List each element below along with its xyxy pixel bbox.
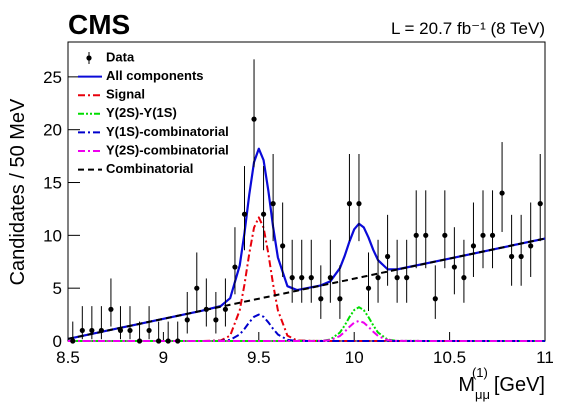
data-point: [165, 338, 171, 344]
x-tick-label: 11: [536, 348, 554, 367]
data-point: [356, 201, 362, 207]
data-point: [308, 275, 314, 281]
y-tick-label: 15: [43, 174, 62, 193]
curve: [68, 313, 545, 342]
data-point: [480, 232, 486, 238]
data-point: [499, 190, 505, 196]
data-point: [175, 338, 181, 344]
data-point: [184, 317, 190, 323]
y-tick-label: 25: [43, 68, 62, 87]
x-tick-label: 9.5: [247, 348, 271, 367]
x-label-unit: [GeV]: [494, 374, 545, 396]
data-point: [299, 275, 305, 281]
data-point: [470, 243, 477, 249]
data-point: [232, 264, 238, 270]
data-point: [241, 211, 248, 217]
legend-label: Data: [106, 49, 135, 64]
legend-label: All components: [106, 68, 204, 83]
data-point: [365, 285, 372, 291]
chart-subtitle: L = 20.7 fb⁻¹ (8 TeV): [391, 19, 545, 38]
legend-marker: [86, 55, 92, 61]
data-point: [70, 338, 76, 344]
data-point: [98, 327, 104, 334]
data-point: [146, 327, 152, 334]
data-point: [442, 232, 448, 238]
y-tick-label: 10: [43, 226, 62, 245]
data-point: [251, 116, 257, 122]
data-point: [156, 338, 162, 344]
data-point: [394, 275, 400, 281]
data-point: [289, 275, 295, 281]
x-tick-label: 10: [345, 348, 364, 367]
data-point: [108, 306, 114, 312]
data-point: [461, 275, 467, 281]
legend-label: Signal: [106, 87, 145, 102]
data-point: [509, 253, 515, 260]
data-point: [384, 253, 391, 260]
data-point: [136, 338, 143, 344]
data-point: [423, 232, 429, 238]
y-axis-label: Candidates / 50 MeV: [7, 98, 29, 285]
x-tick-label: 10.5: [433, 348, 466, 367]
data-point: [203, 306, 209, 312]
y-tick-label: 20: [43, 121, 62, 140]
data-point: [117, 327, 124, 334]
data-point: [404, 275, 410, 281]
data-point: [79, 327, 85, 334]
data-point: [413, 232, 419, 238]
x-tick-label: 8.5: [56, 348, 80, 367]
data-point: [451, 264, 457, 270]
data-point: [127, 327, 133, 334]
y-tick-label: 0: [53, 332, 62, 351]
data-point: [489, 232, 496, 238]
data-point: [518, 253, 524, 260]
x-label-main: M: [458, 374, 475, 396]
data-point: [260, 211, 267, 217]
curve: [68, 216, 545, 342]
data-point: [432, 296, 438, 302]
data-point: [213, 317, 219, 323]
data-point: [318, 296, 324, 302]
data-point: [280, 243, 286, 249]
data-point: [194, 285, 200, 291]
legend-label: Υ(2S)-Υ(1S): [106, 105, 177, 120]
legend-label: Υ(1S)-combinatorial: [106, 124, 229, 139]
legend-label: Combinatorial: [106, 161, 193, 176]
data-point: [327, 275, 333, 281]
x-axis-label: Mμμ (1) [GeV]: [458, 365, 545, 402]
data-point: [222, 306, 229, 312]
data-point: [375, 275, 381, 281]
x-tick-label: 9: [159, 348, 168, 367]
curve: [68, 319, 545, 342]
chart-title: CMS: [68, 9, 130, 40]
data-point: [89, 327, 95, 334]
data-point: [528, 243, 534, 249]
x-label-sub: μμ: [475, 387, 490, 402]
data-point: [270, 201, 276, 207]
legend-label: Υ(2S)-combinatorial: [106, 142, 229, 157]
curve: [67, 237, 546, 340]
x-label-sup: (1): [472, 365, 488, 380]
data-point: [537, 201, 543, 207]
data-point: [346, 201, 353, 207]
y-tick-label: 5: [53, 279, 62, 298]
data-point: [337, 296, 343, 302]
